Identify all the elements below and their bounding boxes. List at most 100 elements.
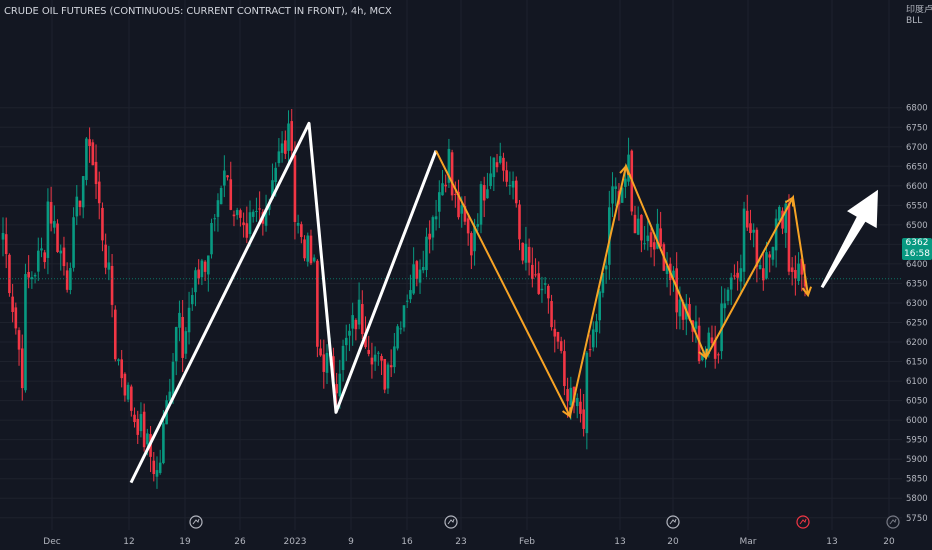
candle-body	[380, 356, 383, 361]
candle-body	[78, 200, 82, 207]
candle-body	[386, 364, 390, 389]
candle	[553, 319, 557, 353]
candle-body	[85, 138, 88, 180]
candle	[373, 346, 377, 371]
candle	[502, 152, 505, 182]
candle-body	[94, 161, 98, 185]
candle	[187, 291, 191, 345]
candle	[540, 276, 544, 303]
candle	[216, 193, 220, 232]
candle-body	[207, 255, 210, 275]
candle-body	[232, 214, 236, 217]
candle-body	[4, 234, 8, 254]
candle	[316, 259, 319, 358]
candle-body	[309, 235, 313, 264]
candle-body	[319, 348, 322, 356]
price-tick-label: 6650	[906, 162, 928, 172]
candle-body	[373, 354, 377, 362]
candle	[463, 196, 467, 225]
candle	[694, 305, 698, 343]
candle	[354, 318, 358, 341]
candle	[675, 252, 678, 330]
candle-body	[81, 176, 85, 208]
candle	[284, 130, 287, 160]
candle-body	[341, 345, 345, 371]
candle-body	[367, 349, 371, 354]
candle-body	[729, 277, 733, 290]
candle	[755, 227, 759, 283]
time-tick-label: Feb	[519, 537, 535, 547]
candle-body	[110, 265, 114, 305]
candle	[380, 353, 383, 375]
event-icon	[796, 515, 810, 529]
candle-body	[704, 350, 707, 352]
candle-body	[425, 236, 428, 271]
candle-body	[40, 248, 43, 251]
candle	[335, 372, 338, 405]
chart-title: CRUDE OIL FUTURES (CONTINUOUS: CURRENT C…	[4, 6, 392, 17]
candle	[174, 326, 178, 376]
candle-body	[752, 229, 755, 233]
time-tick-label: 20	[667, 537, 679, 547]
candle	[543, 277, 547, 294]
candle	[290, 109, 294, 162]
candle	[720, 286, 723, 360]
candle-body	[421, 266, 425, 271]
candle	[27, 255, 30, 289]
candle-body	[155, 470, 159, 477]
time-tick-label: 9	[348, 537, 354, 547]
candle-body	[611, 186, 614, 204]
candle	[197, 259, 200, 285]
candle-body	[200, 260, 204, 278]
candle	[527, 238, 531, 276]
candle-body	[620, 187, 624, 203]
candle	[450, 149, 454, 201]
candle	[774, 209, 778, 268]
candle-body	[213, 218, 217, 220]
candle-body	[338, 373, 342, 397]
candle	[585, 350, 589, 450]
candle-body	[383, 358, 387, 390]
candle	[309, 229, 313, 266]
candle-body	[296, 222, 300, 226]
candle-body	[598, 291, 601, 321]
candle-body	[559, 341, 563, 351]
candle	[492, 157, 496, 191]
candle	[428, 220, 431, 254]
candle-body	[656, 223, 659, 249]
time-tick-label: 13	[826, 537, 837, 547]
candle-body	[210, 223, 213, 255]
candle	[300, 221, 303, 244]
candle	[49, 186, 53, 232]
event-glyph	[192, 518, 200, 525]
candle-body	[800, 258, 804, 275]
candle-body	[142, 411, 146, 448]
candle-body	[158, 462, 162, 473]
candle-body	[659, 228, 662, 247]
candle	[255, 197, 258, 222]
candle	[466, 213, 470, 246]
event-glyph	[799, 518, 807, 525]
candle	[556, 331, 560, 349]
price-axis[interactable]: 5750 5800 5850 5900 5950 6000 6050 6100 6150 6200…	[906, 104, 928, 524]
price-tick-label: 6400	[906, 260, 928, 270]
price-tick-label: 6100	[906, 377, 928, 387]
event-circle	[666, 515, 680, 529]
time-axis[interactable]: Dec 12 19 26 2023 9 16 23 Feb 13 20 Mar 13 20	[43, 537, 895, 547]
candle-body	[216, 200, 220, 217]
candle	[245, 206, 249, 244]
candle-body	[614, 186, 618, 189]
candle	[219, 185, 223, 205]
price-tick-label: 6000	[906, 416, 928, 426]
candle	[627, 137, 630, 186]
candle	[405, 294, 409, 309]
candle	[521, 242, 524, 265]
candle-body	[454, 193, 457, 195]
candle-body	[665, 265, 669, 274]
candle-body	[582, 409, 585, 429]
candle	[11, 283, 14, 323]
candle	[53, 205, 56, 234]
candle-body	[768, 254, 772, 258]
candle-body	[348, 330, 351, 336]
